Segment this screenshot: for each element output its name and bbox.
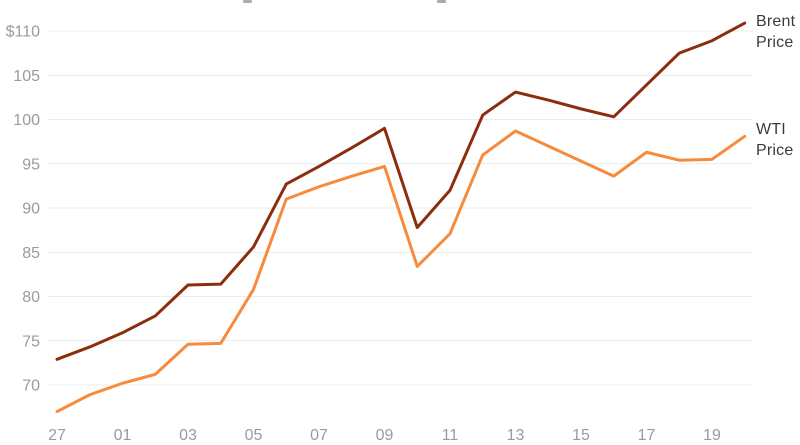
x-axis-tick-label: 07 [310,427,328,444]
y-axis-tick-label: 95 [22,156,40,173]
wti-price-line [55,129,747,414]
x-axis-tick-label: 15 [572,427,590,444]
x-axis-tick-label: 19 [703,427,721,444]
x-axis-tick-label: 17 [638,427,656,444]
clipped-title-fragment [243,0,252,3]
wti-series-label-line2: Price [756,142,794,159]
wti-series-label: WTI Price [756,119,793,161]
x-axis-tick-label: 09 [376,427,394,444]
x-axis-tick-label: 11 [442,427,459,444]
x-axis-tick-label: 05 [245,427,263,444]
wti-series-label-line1: WTI [756,121,786,138]
x-axis-tick-label: 03 [179,427,197,444]
y-axis-tick-label: 100 [13,112,40,129]
brent-series-label-line1: Brent [756,13,796,30]
y-axis-tick-label: 80 [22,289,40,306]
brent-price-line [55,21,747,361]
clipped-title-fragment [437,0,446,3]
brent-series-label-line2: Price [756,34,794,51]
y-axis-tick-label: $110 [6,24,41,41]
y-axis-tick-label: 90 [22,201,40,218]
y-axis-tick-label: 75 [22,333,40,350]
y-axis-tick-label: 105 [13,68,40,85]
x-axis-tick-label: 27 [48,427,66,444]
x-axis-tick-label: 13 [507,427,525,444]
brent-series-label: Brent Price [756,11,795,53]
x-axis-tick-label: 01 [114,427,132,444]
y-axis-tick-label: 85 [22,245,40,262]
y-axis-tick-label: 70 [22,378,40,395]
